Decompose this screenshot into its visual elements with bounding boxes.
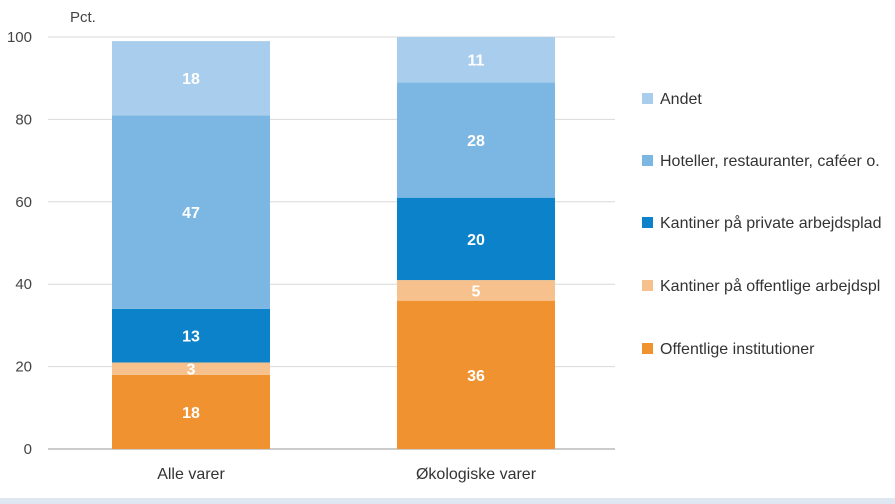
legend-label: Hoteller, restauranter, caféer o. [660, 153, 880, 170]
y-tick-label: 0 [24, 441, 32, 458]
legend-swatch [642, 155, 653, 166]
data-label: 18 [182, 71, 200, 88]
legend-swatch [642, 217, 653, 228]
x-axis-ticks: Alle varer Økologiske varer [157, 466, 536, 483]
data-label: 47 [182, 205, 200, 222]
legend-swatch [642, 280, 653, 291]
data-label: 20 [467, 232, 485, 249]
data-label: 18 [182, 405, 200, 422]
y-tick-label: 20 [15, 359, 32, 376]
bar-segment [112, 374, 270, 449]
bar-segment [397, 300, 555, 449]
x-tick-label: Alle varer [157, 466, 225, 483]
data-label: 11 [468, 53, 485, 70]
bar-segment [397, 280, 555, 301]
legend-label: Andet [660, 91, 702, 108]
y-tick-label: 100 [7, 29, 32, 46]
y-axis-ticks: 0 20 40 60 80 100 [7, 29, 32, 458]
y-tick-label: 80 [15, 111, 32, 128]
bottom-border [0, 498, 895, 504]
bars: 18 3 13 47 18 36 5 20 28 11 [112, 37, 555, 449]
bar-segment [112, 308, 270, 363]
data-label: 5 [472, 283, 481, 300]
legend-swatch [642, 93, 653, 104]
data-label: 13 [182, 329, 200, 346]
y-axis-label: Pct. [70, 9, 96, 26]
bar-segment [397, 82, 555, 198]
legend-label: Kantiner på private arbejdsplad [660, 214, 881, 232]
legend-label: Kantiner på offentlige arbejdspl [660, 277, 880, 295]
legend-swatch [642, 343, 653, 354]
bar-segment [397, 37, 555, 83]
x-tick-label: Økologiske varer [416, 466, 537, 483]
bar-segment [112, 115, 270, 309]
data-label: 36 [467, 368, 485, 385]
data-label: 3 [187, 362, 196, 379]
y-tick-label: 40 [15, 276, 32, 293]
data-label: 28 [467, 133, 485, 150]
bar-segment [112, 41, 270, 116]
bar-segment [397, 197, 555, 281]
legend: Andet Hoteller, restauranter, caféer o. Ka… [642, 91, 881, 358]
y-tick-label: 60 [15, 194, 32, 211]
bar-segment [112, 362, 270, 375]
legend-label: Offentlige institutioner [660, 341, 815, 358]
